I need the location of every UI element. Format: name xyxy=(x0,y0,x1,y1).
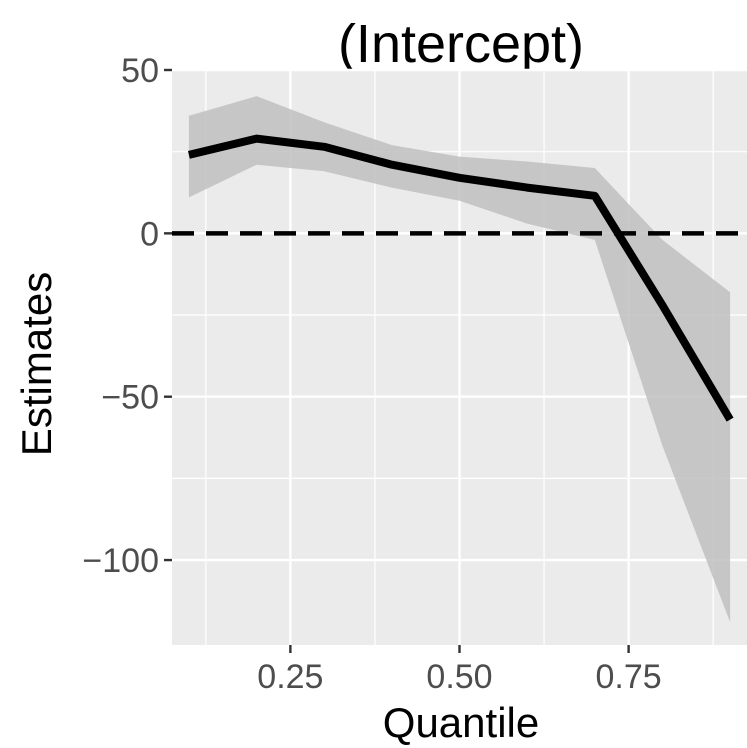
y-tick-label: 50 xyxy=(121,52,159,90)
x-tick-label: 0.25 xyxy=(257,658,323,696)
y-tick-label: −100 xyxy=(82,542,159,580)
x-tick-label: 0.75 xyxy=(596,658,662,696)
y-axis-ticks: 50 0 −50 −100 xyxy=(82,52,172,580)
estimate-line xyxy=(187,134,734,422)
confidence-band xyxy=(188,96,731,623)
x-axis-title: Quantile xyxy=(383,699,539,746)
x-axis-ticks: 0.25 0.50 0.75 xyxy=(257,645,662,696)
y-axis-title: Estimates xyxy=(13,272,60,456)
x-tick-label: 0.50 xyxy=(426,658,492,696)
y-tick-label: 0 xyxy=(140,215,159,253)
chart-title: (Intercept) xyxy=(338,14,584,74)
y-tick-label: −50 xyxy=(101,379,159,417)
